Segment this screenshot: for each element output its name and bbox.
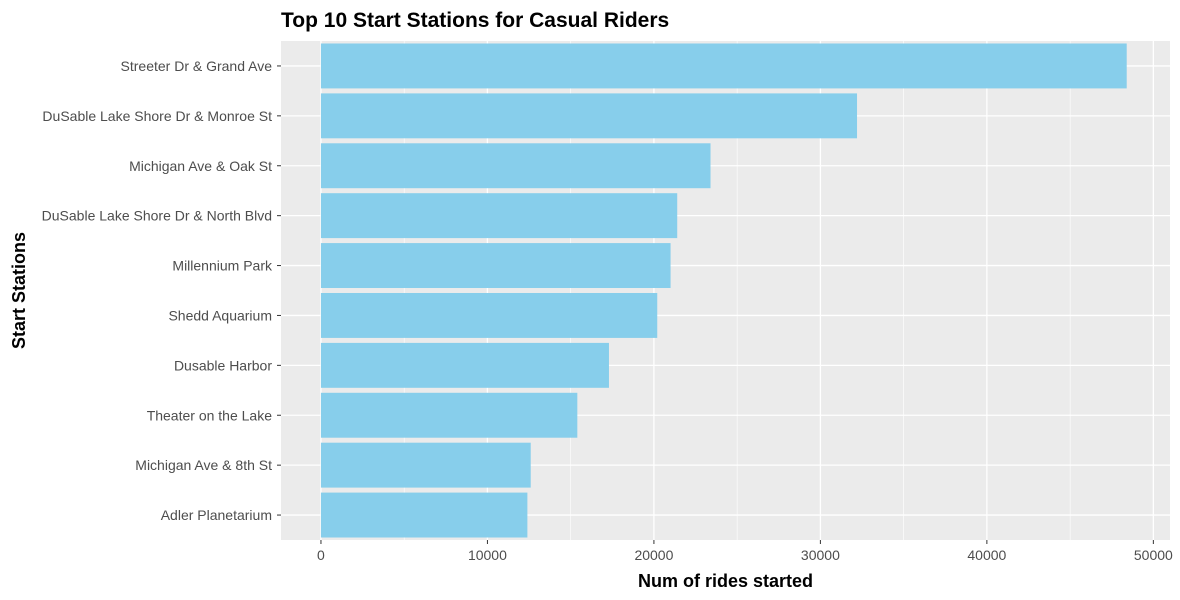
x-axis: 0 10000 20000 30000 40000 50000	[317, 540, 1173, 563]
x-tick-label: 40000	[967, 547, 1006, 563]
x-tick-label: 30000	[801, 547, 840, 563]
y-tick-label: Shedd Aquarium	[168, 307, 272, 323]
y-axis: Streeter Dr & Grand Ave DuSable Lake Shor…	[42, 58, 281, 523]
y-tick-label: Streeter Dr & Grand Ave	[121, 58, 273, 74]
y-tick-label: DuSable Lake Shore Dr & North Blvd	[42, 208, 272, 224]
y-tick-label: Adler Planetarium	[161, 507, 272, 523]
y-tick-label: DuSable Lake Shore Dr & Monroe St	[42, 108, 272, 124]
bar	[320, 492, 528, 538]
bar	[320, 292, 658, 338]
y-tick-label: Michigan Ave & Oak St	[129, 158, 272, 174]
bar	[320, 243, 671, 289]
x-tick-label: 50000	[1134, 547, 1173, 563]
bar	[320, 342, 609, 388]
bar	[320, 143, 711, 189]
bar	[320, 442, 531, 488]
x-axis-title: Num of rides started	[638, 571, 813, 591]
y-tick-label: Millennium Park	[172, 258, 273, 274]
x-tick-label: 20000	[634, 547, 673, 563]
chart-title: Top 10 Start Stations for Casual Riders	[281, 9, 669, 32]
y-axis-title: Start Stations	[9, 232, 29, 349]
bar	[320, 392, 578, 438]
x-tick-label: 0	[317, 547, 325, 563]
y-tick-label: Michigan Ave & 8th St	[135, 457, 272, 473]
bar	[320, 43, 1127, 89]
bar	[320, 93, 858, 139]
bars	[320, 43, 1127, 538]
y-tick-label: Theater on the Lake	[147, 407, 273, 423]
y-tick-label: Dusable Harbor	[174, 357, 272, 373]
bar	[320, 193, 678, 239]
x-tick-label: 10000	[468, 547, 507, 563]
